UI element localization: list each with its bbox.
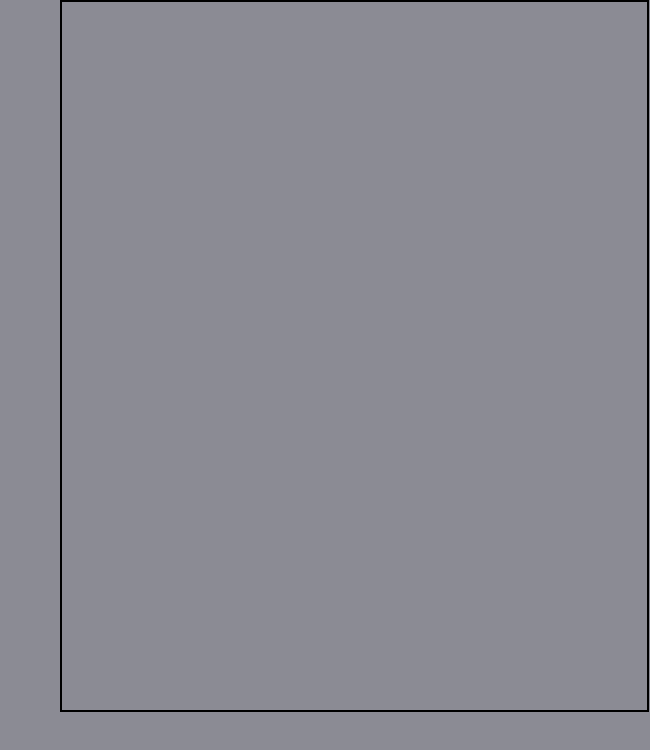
map-plot-area [60, 0, 649, 712]
map-canvas [62, 2, 647, 710]
